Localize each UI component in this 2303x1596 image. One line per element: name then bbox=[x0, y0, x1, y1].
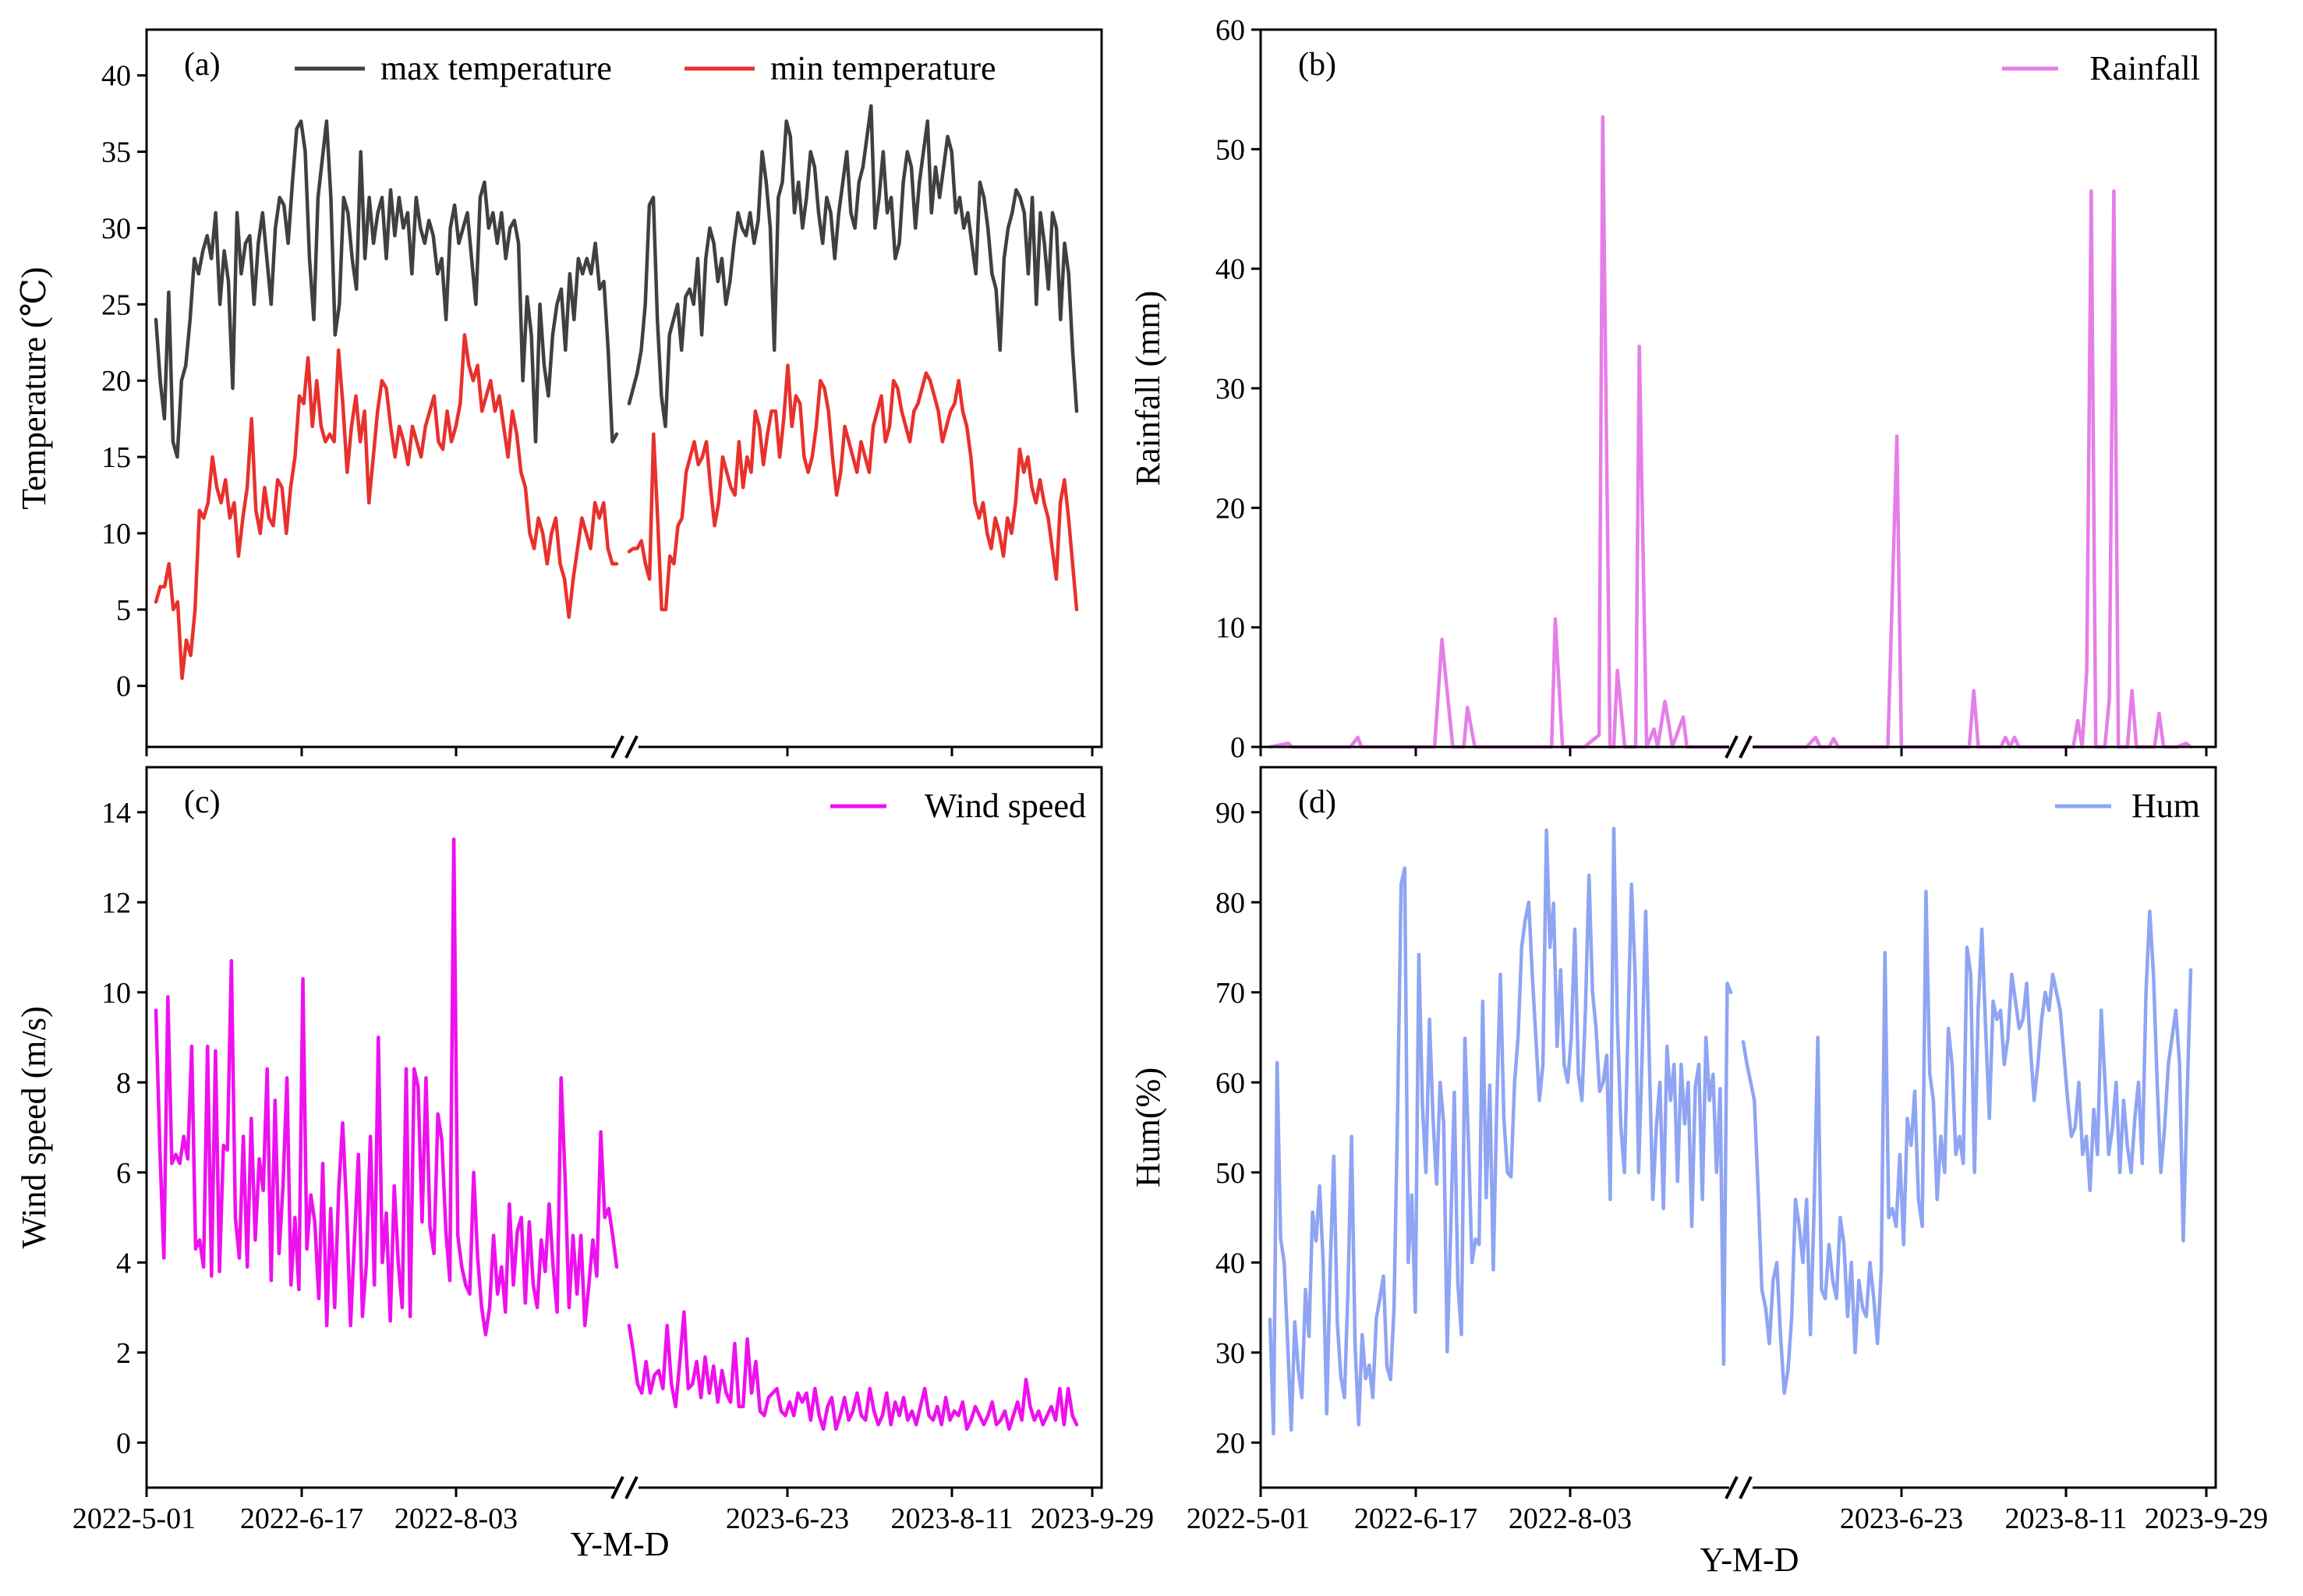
axis-break-slash bbox=[1725, 735, 1739, 759]
plot-frame bbox=[145, 766, 1103, 1489]
y-tick-label: 40 bbox=[1215, 1247, 1245, 1279]
y-tick-label: 10 bbox=[101, 977, 131, 1010]
x-tick-label: 2022-5-01 bbox=[73, 1502, 196, 1535]
y-tick-label: 50 bbox=[1215, 1157, 1245, 1190]
y-tick-label: 40 bbox=[101, 60, 131, 93]
y-tick-label: 70 bbox=[1215, 977, 1245, 1010]
axis-break-slash bbox=[624, 735, 639, 759]
y-tick-label: 25 bbox=[101, 288, 131, 321]
panel-c: 0 2 4 6 8 10 12 14 2022-5-01 2022-6-17 2022-8-03 20… bbox=[15, 766, 1154, 1563]
axis-break-slash bbox=[610, 1476, 624, 1499]
y-tick-label: 4 bbox=[116, 1247, 131, 1279]
y-tick-label: 2 bbox=[116, 1337, 131, 1370]
x-tick-label: 2022-6-17 bbox=[240, 1502, 363, 1535]
x-axis-title: Y-M-D bbox=[1700, 1541, 1799, 1579]
legend-label-rainfall: Rainfall bbox=[2089, 49, 2200, 87]
y-tick-label: 0 bbox=[116, 671, 131, 703]
y-tick-label: 40 bbox=[1215, 253, 1245, 286]
x-tick-label: 2023-9-29 bbox=[2145, 1502, 2268, 1535]
x-tick-label: 2023-8-11 bbox=[891, 1502, 1014, 1535]
y-tick-label: 30 bbox=[1215, 373, 1245, 405]
series-line-max-temperature-seg2 bbox=[627, 104, 1079, 429]
panel-tag: (c) bbox=[184, 784, 221, 820]
y-tick-label: 6 bbox=[116, 1157, 131, 1190]
x-tick-label: 2023-6-23 bbox=[1840, 1502, 1963, 1535]
series-line-max-temperature-seg1 bbox=[154, 119, 619, 459]
legend-label-max-temperature: max temperature bbox=[380, 49, 612, 87]
series-line-wind-speed-seg2 bbox=[627, 1310, 1079, 1431]
y-tick-label: 20 bbox=[1215, 492, 1245, 525]
y-tick-label: 80 bbox=[1215, 886, 1245, 919]
panel-tag: (a) bbox=[184, 47, 221, 83]
y-axis-title: Rainfall (mm) bbox=[1129, 291, 1167, 487]
y-tick-label: 60 bbox=[1215, 14, 1245, 47]
y-tick-label: 14 bbox=[101, 797, 131, 830]
panel-b: 0 10 20 30 40 50 60 Rainfall (mm) (b) Rainfall bbox=[1129, 14, 2217, 764]
y-tick-label: 5 bbox=[116, 594, 131, 627]
axis-break-slash bbox=[610, 735, 624, 759]
axis-break-slash bbox=[1725, 1476, 1739, 1499]
y-tick-label: 8 bbox=[116, 1067, 131, 1099]
y-tick-label: 30 bbox=[101, 212, 131, 245]
y-tick-label: 90 bbox=[1215, 797, 1245, 830]
x-tick-label: 2022-6-17 bbox=[1354, 1502, 1477, 1535]
y-tick-label: 10 bbox=[101, 518, 131, 550]
series-line-min-temperature-seg1 bbox=[154, 333, 619, 681]
series-line-min-temperature-seg2 bbox=[627, 363, 1079, 612]
y-axis-title: Temperature (℃) bbox=[15, 267, 53, 509]
x-tick-label: 2022-8-03 bbox=[1509, 1502, 1632, 1535]
y-tick-label: 10 bbox=[1215, 612, 1245, 645]
y-tick-label: 30 bbox=[1215, 1337, 1245, 1370]
legend-label-wind-speed: Wind speed bbox=[925, 787, 1086, 825]
y-tick-label: 35 bbox=[101, 136, 131, 169]
axis-break-slash bbox=[1739, 735, 1753, 759]
y-tick-label: 0 bbox=[116, 1427, 131, 1460]
y-axis-title: Wind speed (m/s) bbox=[15, 1006, 53, 1248]
series-line-wind-speed-seg1 bbox=[154, 837, 619, 1336]
x-tick-label: 2023-8-11 bbox=[2005, 1502, 2128, 1535]
axis-break-slash bbox=[1739, 1476, 1753, 1499]
panel-a: 0 5 10 15 20 25 30 35 40 Temperature (℃) (a) max te… bbox=[15, 28, 1103, 759]
panel-d: 20 30 40 50 60 70 80 90 2022-5-01 2022-6-17 2022-8… bbox=[1129, 766, 2268, 1579]
x-axis-title: Y-M-D bbox=[570, 1525, 669, 1563]
legend-label-hum: Hum bbox=[2131, 787, 2200, 825]
panel-tag: (b) bbox=[1298, 47, 1336, 83]
series-line-rainfall-seg1 bbox=[1268, 115, 1733, 749]
legend-label-min-temperature: min temperature bbox=[770, 49, 996, 87]
y-tick-label: 20 bbox=[101, 365, 131, 398]
plot-frame bbox=[1259, 28, 2217, 748]
y-tick-label: 0 bbox=[1230, 731, 1245, 764]
panel-tag: (d) bbox=[1298, 784, 1336, 820]
axis-break-slash bbox=[624, 1476, 639, 1499]
x-tick-label: 2022-8-03 bbox=[394, 1502, 518, 1535]
y-tick-label: 15 bbox=[101, 441, 131, 474]
series-line-hum-seg2 bbox=[1741, 890, 2193, 1395]
y-axis-title: Hum(%) bbox=[1129, 1067, 1167, 1187]
x-tick-label: 2022-5-01 bbox=[1187, 1502, 1310, 1535]
y-tick-label: 20 bbox=[1215, 1427, 1245, 1460]
y-tick-label: 50 bbox=[1215, 133, 1245, 166]
y-tick-label: 12 bbox=[101, 886, 131, 919]
x-tick-label: 2023-6-23 bbox=[726, 1502, 849, 1535]
y-tick-label: 60 bbox=[1215, 1067, 1245, 1099]
x-tick-label: 2023-9-29 bbox=[1031, 1502, 1154, 1535]
series-line-rainfall-seg2 bbox=[1741, 189, 2193, 749]
series-line-hum-seg1 bbox=[1268, 826, 1733, 1435]
